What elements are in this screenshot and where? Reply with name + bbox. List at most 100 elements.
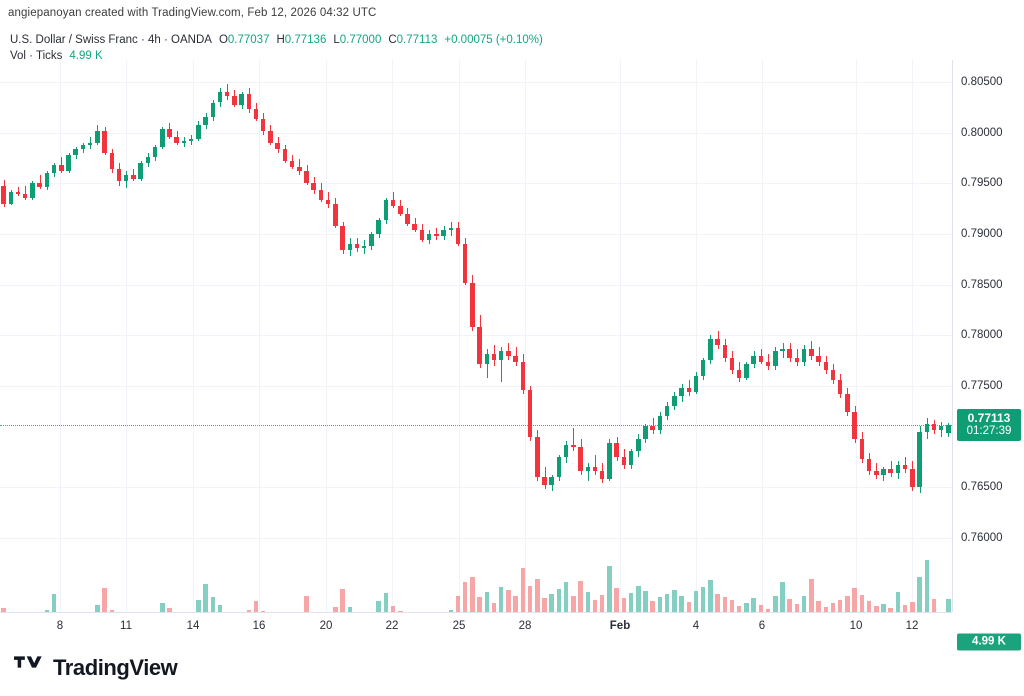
volume-bar: [340, 588, 345, 612]
candle-body: [628, 450, 634, 465]
volume-bar: [383, 592, 389, 612]
candle-body: [196, 124, 201, 139]
candle-body: [535, 436, 540, 477]
candle-body: [224, 92, 230, 97]
gridline-vertical: [912, 60, 913, 612]
price-axis-tick: 0.79500: [961, 177, 1003, 190]
volume-bar: [787, 599, 792, 612]
candle-body: [398, 205, 403, 214]
candle-body: [73, 149, 78, 156]
candle-body: [881, 468, 886, 475]
volume-bar: [946, 599, 951, 612]
candle-body: [874, 470, 879, 475]
price-axis-tick: 0.76000: [961, 531, 1003, 544]
candle-wick: [891, 460, 892, 477]
legend-open-value: 0.77037: [227, 34, 270, 46]
candle-body: [737, 369, 742, 378]
volume-bar: [51, 593, 57, 612]
volume-bar: [203, 584, 208, 612]
chart-gridlines: [0, 60, 952, 612]
candle-body: [15, 191, 21, 194]
time-axis-tick: 11: [120, 620, 132, 632]
volume-bar: [599, 594, 605, 612]
volume-bar: [333, 606, 338, 612]
volume-bar: [448, 609, 453, 612]
current-price-badge: 0.77113 01:27:39: [957, 409, 1021, 442]
candle-body: [448, 228, 453, 231]
chart-plot-area[interactable]: ⚡: [0, 60, 952, 612]
candle-body: [325, 199, 331, 204]
candle-wick: [487, 349, 488, 378]
volume-bar: [895, 591, 901, 612]
candle-body: [672, 396, 677, 407]
candle-body: [390, 199, 396, 206]
candle-body: [275, 142, 280, 150]
candle-body: [902, 464, 908, 469]
price-axis-tick: 0.76500: [961, 481, 1003, 494]
volume-bar: [462, 581, 468, 612]
gridline-horizontal: [0, 335, 952, 337]
volume-bar: [924, 560, 929, 612]
candle-body: [614, 442, 619, 457]
candle-body: [354, 244, 360, 249]
candle-body: [246, 94, 252, 109]
volume-bar: [729, 600, 735, 612]
volume-bar: [837, 600, 843, 612]
candle-body: [664, 406, 670, 417]
volume-bar: [1, 607, 6, 612]
volume-bar: [484, 591, 490, 612]
volume-bar: [852, 588, 857, 612]
candle-wick: [40, 175, 41, 189]
candle-body: [542, 477, 547, 486]
candle-body: [592, 466, 598, 471]
time-axis-tick: 6: [758, 620, 766, 632]
candle-wick: [25, 185, 26, 200]
candle-body: [722, 345, 728, 358]
volume-bar: [614, 588, 619, 612]
candle-body: [405, 213, 410, 224]
volume-bar: [816, 601, 821, 612]
volume-bar: [527, 586, 533, 612]
candle-body: [66, 155, 71, 172]
candle-body: [261, 118, 266, 131]
candle-wick: [501, 347, 502, 382]
candle-body: [823, 361, 829, 370]
current-price-line: [0, 425, 952, 427]
price-axis-tick: 0.79000: [961, 228, 1003, 241]
candle-body: [527, 389, 533, 437]
candle-body: [686, 387, 691, 392]
gridline-vertical: [696, 60, 697, 612]
volume-bar: [751, 598, 756, 612]
candle-body: [657, 416, 663, 431]
gridline-horizontal: [0, 537, 952, 539]
candle-body: [773, 351, 778, 366]
candle-body: [340, 225, 345, 251]
legend-low-value: 0.77000: [339, 34, 382, 46]
price-axis[interactable]: 0.77113 01:27:39 4.99 K 0.80500 0.80000 0.…: [952, 60, 1024, 651]
candle-wick: [588, 462, 589, 482]
gridline-horizontal: [0, 183, 952, 185]
time-axis-tick: 22: [385, 620, 399, 632]
time-axis[interactable]: 8 11 14 16 20 22 25 28 Feb 4 6 10 12: [0, 612, 952, 639]
candle-body: [607, 442, 612, 479]
volume-bar: [881, 603, 886, 612]
candle-body: [297, 167, 302, 172]
candle-body: [621, 456, 627, 465]
gridline-vertical: [60, 60, 61, 612]
volume-bar: [801, 595, 807, 612]
volume-bar: [931, 599, 937, 612]
volume-bar: [715, 593, 720, 612]
candle-body: [455, 228, 461, 245]
candle-body: [426, 234, 432, 241]
volume-bar: [917, 576, 922, 612]
candle-body: [131, 175, 136, 180]
chart-container[interactable]: U.S. Dollar / Swiss Franc · 4h · OANDA O0…: [0, 25, 1024, 651]
time-axis-tick: 16: [252, 620, 266, 632]
volume-bar: [499, 587, 504, 612]
candle-body: [462, 244, 468, 283]
volume-bar: [672, 589, 677, 612]
volume-bar: [167, 607, 172, 612]
gridline-vertical: [459, 60, 460, 612]
candle-body: [636, 438, 641, 451]
candle-wick: [595, 454, 596, 475]
